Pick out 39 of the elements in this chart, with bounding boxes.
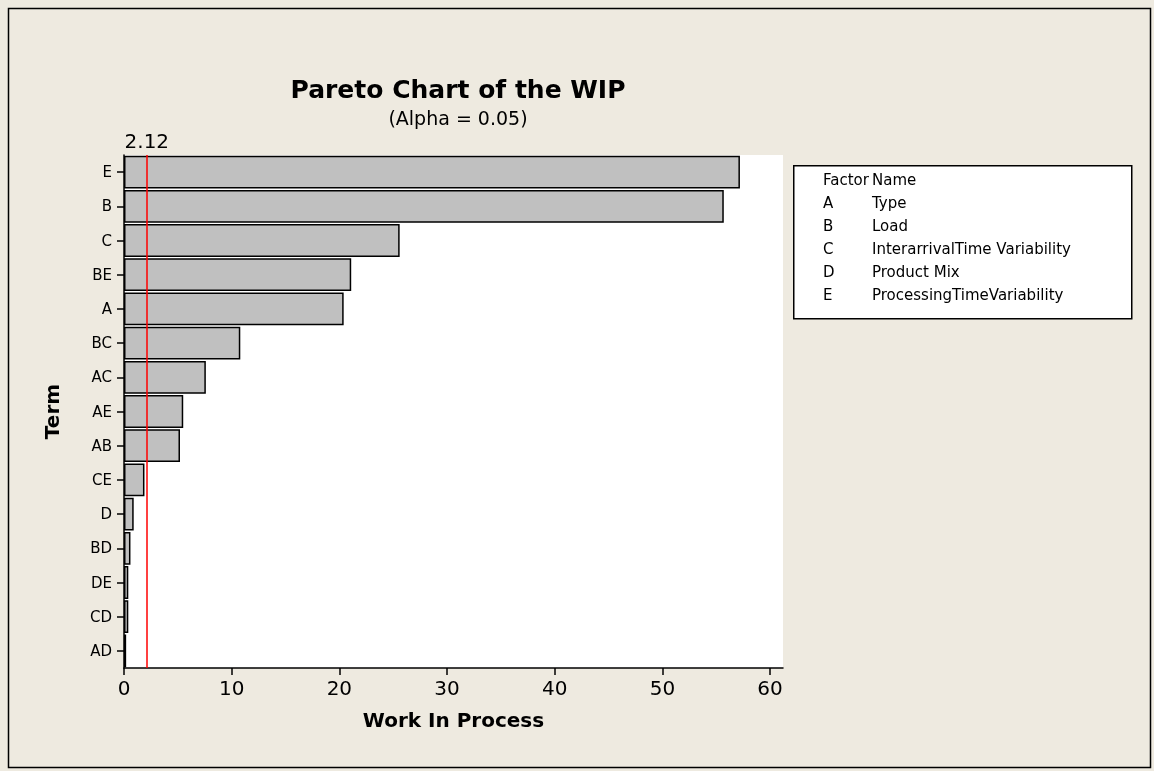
y-tick-label: AB [91,436,112,455]
text: B [823,216,834,235]
text: Load [872,216,908,235]
x-axis-title: Work In Process [362,708,545,732]
y-tick-label: D [100,505,112,524]
text: E [823,285,833,304]
y-tick-label: AD [90,641,112,660]
y-tick-label: B [101,197,112,216]
text: InterarrivalTime Variability [872,239,1072,258]
x-tick-label: 60 [757,676,783,700]
text: D [823,262,835,281]
ref-line-label: 2.12 [124,129,170,153]
x-tick-label: 30 [434,676,460,700]
y-tick-label: CD [89,607,112,626]
text: A [823,193,834,212]
text: C [823,239,834,258]
y-tick-label: DE [90,573,112,592]
text: Type [871,193,907,212]
y-tick-label: C [101,231,112,250]
x-tick-label: 20 [326,676,353,700]
text: Product Mix [872,262,960,281]
chart-title: Pareto Chart of the WIP [290,75,626,104]
y-tick-label: A [101,299,113,318]
y-tick-label: BE [92,265,112,284]
text: Factor [823,170,870,189]
x-tick-label: 40 [541,676,568,700]
y-tick-label: BC [91,334,112,353]
y-tick-label: CE [92,470,112,489]
text: ProcessingTimeVariability [872,285,1064,304]
y-axis-title: Term [40,383,64,440]
x-tick-label: 10 [218,676,245,700]
y-tick-label: AC [91,368,112,387]
chart-subtitle: (Alpha = 0.05) [388,106,528,129]
x-tick-label: 0 [117,676,131,700]
y-tick-label: BD [90,539,112,558]
x-tick-label: 50 [649,676,676,700]
y-tick-label: AE [92,402,112,421]
y-tick-label: E [102,163,112,182]
text: Name [872,170,917,189]
